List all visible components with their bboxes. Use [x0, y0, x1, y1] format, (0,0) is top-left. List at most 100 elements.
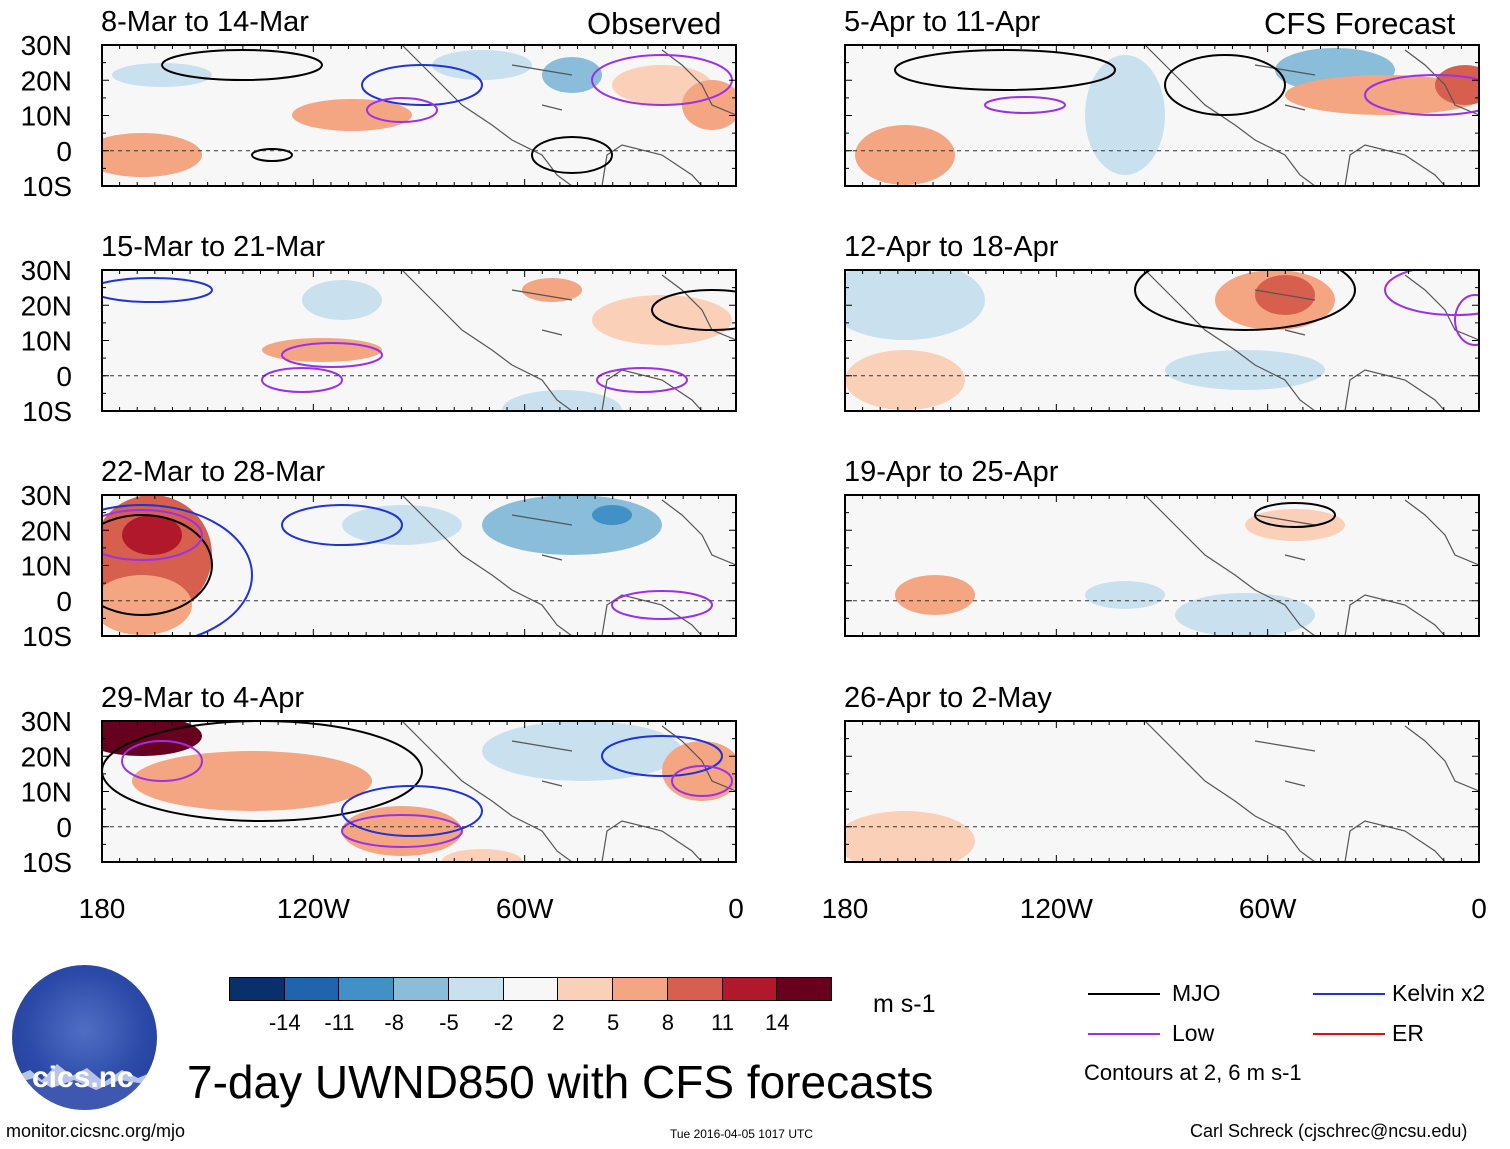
anomaly-shading	[845, 811, 975, 862]
colorbar-tick-label: 14	[765, 1010, 790, 1035]
x-tick-label: 180	[79, 893, 126, 924]
anomaly-shading	[502, 390, 622, 411]
panel-background	[845, 495, 1479, 636]
colorbar-swatch	[721, 977, 778, 1001]
legend-kelvin-label: Kelvin x2	[1392, 980, 1486, 1006]
cics-logo: Cooperative Institute for Climate and Sa…	[12, 965, 157, 1110]
anomaly-shading	[102, 133, 202, 177]
map-panel	[844, 44, 1480, 187]
panel-title: 22-Mar to 28-Mar	[101, 456, 326, 488]
y-tick-label: 10S	[22, 171, 72, 202]
wave-contour	[531, 136, 613, 174]
wave-contour	[361, 64, 483, 106]
logo-text: cics.nc	[32, 1061, 134, 1094]
anomaly-shading	[1245, 509, 1345, 541]
colorbar-swatch	[666, 977, 723, 1001]
legend-note: Contours at 2, 6 m s-1	[1084, 1060, 1302, 1085]
wave-contour	[281, 342, 383, 368]
coastline	[1144, 270, 1479, 411]
legend-kelvin-line	[1313, 993, 1385, 995]
colorbar-swatch	[557, 977, 614, 1001]
legend-er-label: ER	[1392, 1020, 1424, 1046]
y-tick-label: 10N	[21, 777, 72, 808]
coastline	[1144, 45, 1479, 186]
legend-mjo-line	[1088, 993, 1160, 995]
wave-contour	[281, 504, 403, 546]
y-tick-label: 20N	[21, 290, 72, 321]
anomaly-shading	[592, 295, 732, 345]
anomaly-shading	[132, 751, 372, 811]
y-tick-label: 20N	[21, 741, 72, 772]
logo-mountain-icon	[12, 1064, 157, 1110]
wave-contour	[102, 509, 203, 561]
colorbar-tick-label: 8	[661, 1010, 674, 1035]
colorbar-swatch	[393, 977, 449, 1001]
anomaly-shading	[112, 63, 212, 87]
colorbar-swatch	[612, 977, 668, 1001]
y-tick-label: 30N	[21, 255, 72, 286]
anomaly-shading	[1085, 581, 1165, 609]
colorbar-swatch	[338, 977, 395, 1001]
wave-contour	[596, 367, 688, 393]
colorbar-swatch	[283, 977, 340, 1001]
y-tick-label: 20N	[21, 65, 72, 96]
anomaly-shading	[102, 721, 202, 756]
wave-contour	[102, 277, 213, 303]
y-tick-label: 0	[56, 812, 72, 843]
anomaly-shading	[442, 849, 522, 862]
y-tick-label: 10S	[22, 621, 72, 652]
colorbar-tick-label: 11	[711, 1010, 734, 1035]
anomaly-shading	[1175, 593, 1315, 636]
wave-contour	[1254, 502, 1336, 528]
wave-contour	[1164, 54, 1286, 116]
anomaly-shading	[1085, 55, 1165, 175]
y-tick-label: 30N	[21, 30, 72, 61]
footer-url[interactable]: monitor.cicsnc.org/mjo	[6, 1121, 186, 1141]
units-label: m s-1	[873, 990, 936, 1018]
legend-low-line	[1088, 1033, 1160, 1035]
wave-contour	[161, 49, 323, 81]
anomaly-shading	[302, 280, 382, 320]
anomaly-shading	[342, 806, 462, 856]
wave-contour	[611, 590, 713, 620]
footer-timestamp: Tue 2016-04-05 1017 UTC	[670, 1127, 813, 1141]
map-panel	[844, 269, 1480, 412]
anomaly-shading	[102, 575, 192, 635]
map-panel	[101, 269, 737, 412]
panel-background	[102, 45, 736, 186]
panel-title: 15-Mar to 21-Mar	[101, 231, 326, 263]
anomaly-shading	[262, 338, 382, 362]
wave-contour	[102, 504, 253, 636]
colorbar-swatch	[776, 977, 833, 1001]
coastline	[1144, 495, 1479, 636]
legend-low-label: Low	[1172, 1020, 1215, 1046]
y-tick-label: 20N	[21, 515, 72, 546]
wave-contour	[894, 49, 1116, 91]
panel-title: 5-Apr to 11-Apr	[844, 6, 1041, 38]
wave-contour	[121, 740, 203, 782]
wave-contour	[341, 785, 483, 837]
coastline	[401, 45, 736, 186]
anomaly-shading	[1435, 65, 1479, 105]
wave-contour	[1134, 270, 1356, 331]
map-panel	[101, 44, 737, 187]
wave-contour	[1364, 74, 1479, 116]
y-tick-label: 10S	[22, 847, 72, 878]
panel-title: 12-Apr to 18-Apr	[844, 231, 1059, 263]
wave-contour	[261, 367, 343, 393]
coastline	[401, 270, 736, 411]
x-tick-label: 120W	[1020, 893, 1094, 924]
forecast-header: CFS Forecast	[1264, 6, 1456, 41]
anomaly-shading	[855, 125, 955, 185]
wave-contour	[366, 97, 438, 123]
anomaly-shading	[122, 515, 182, 555]
anomaly-shading	[895, 575, 975, 615]
map-panel	[844, 494, 1480, 637]
y-tick-label: 0	[56, 361, 72, 392]
coastline	[1144, 721, 1479, 862]
anomaly-shading	[482, 721, 682, 781]
anomaly-shading	[432, 50, 532, 80]
wave-contour	[1454, 294, 1479, 346]
x-tick-label: 180	[822, 893, 869, 924]
